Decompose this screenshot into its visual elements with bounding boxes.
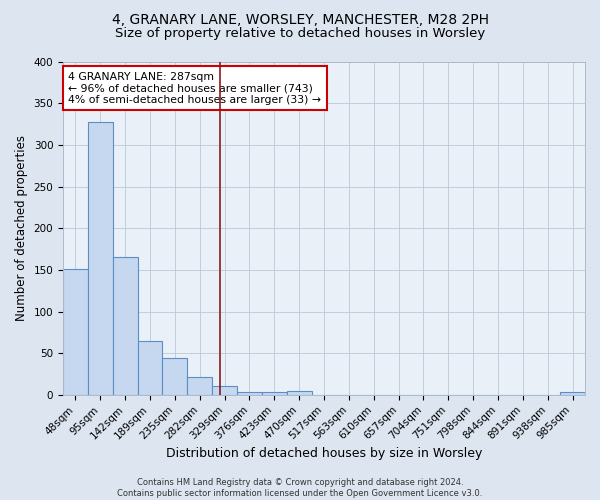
Bar: [262, 392, 287, 395]
Text: Contains HM Land Registry data © Crown copyright and database right 2024.
Contai: Contains HM Land Registry data © Crown c…: [118, 478, 482, 498]
Bar: [88, 122, 113, 395]
Bar: [63, 269, 88, 395]
Bar: [560, 392, 585, 395]
X-axis label: Distribution of detached houses by size in Worsley: Distribution of detached houses by size …: [166, 447, 482, 460]
Bar: [137, 340, 163, 395]
Bar: [163, 358, 187, 395]
Bar: [187, 376, 212, 395]
Y-axis label: Number of detached properties: Number of detached properties: [15, 135, 28, 321]
Text: 4 GRANARY LANE: 287sqm
← 96% of detached houses are smaller (743)
4% of semi-det: 4 GRANARY LANE: 287sqm ← 96% of detached…: [68, 72, 321, 104]
Bar: [113, 258, 137, 395]
Text: 4, GRANARY LANE, WORSLEY, MANCHESTER, M28 2PH: 4, GRANARY LANE, WORSLEY, MANCHESTER, M2…: [112, 12, 488, 26]
Bar: [287, 390, 311, 395]
Bar: [237, 392, 262, 395]
Text: Size of property relative to detached houses in Worsley: Size of property relative to detached ho…: [115, 28, 485, 40]
Bar: [212, 386, 237, 395]
